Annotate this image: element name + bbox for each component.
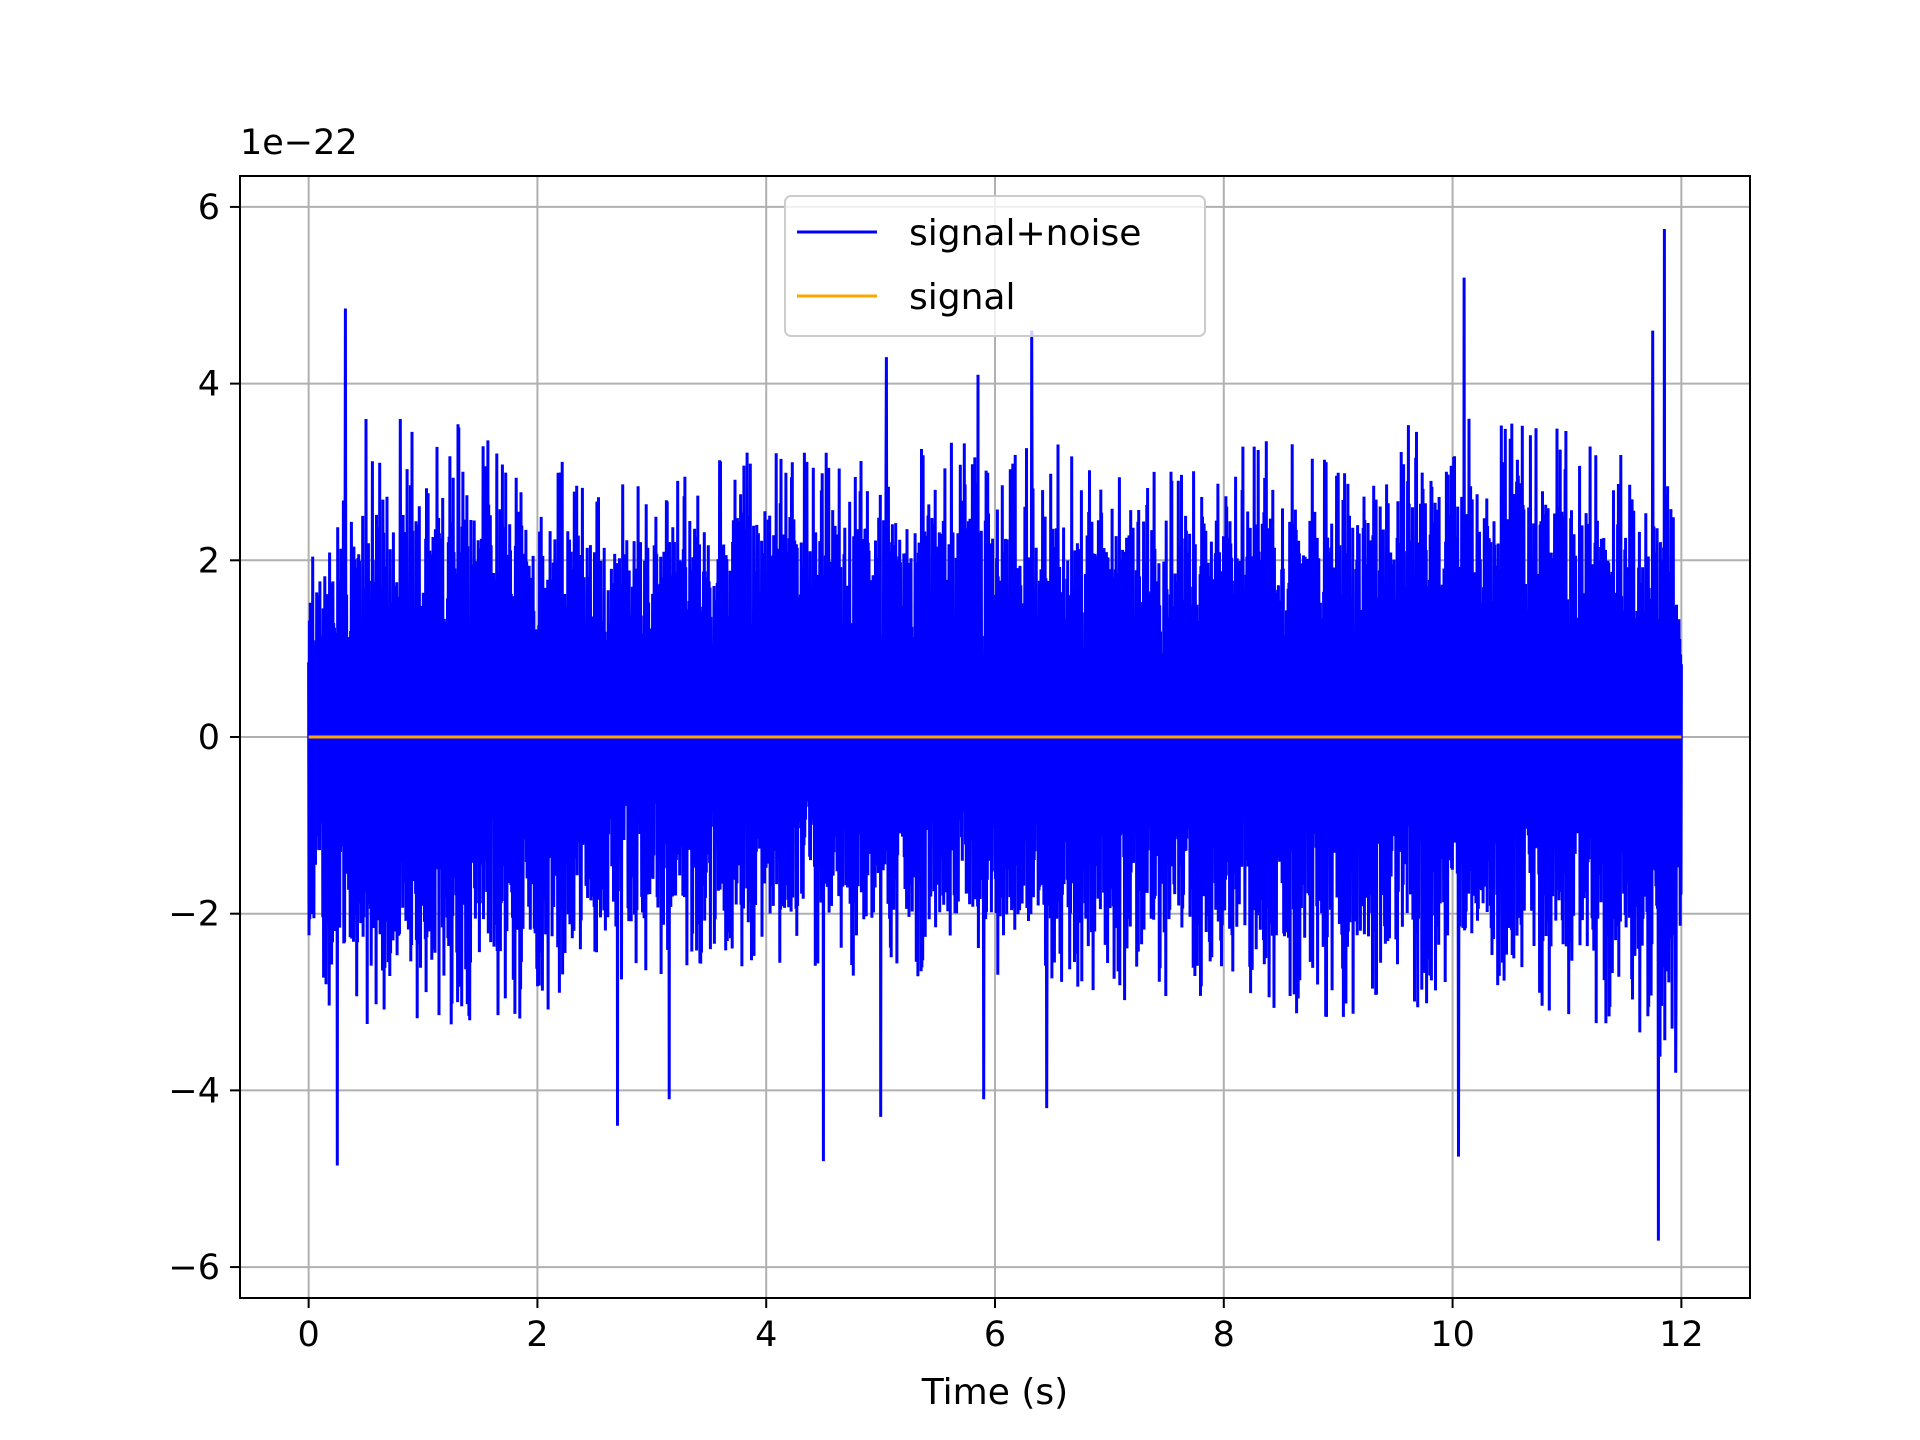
x-tick-label: 6 xyxy=(984,1315,1006,1355)
y-tick-label: −4 xyxy=(168,1071,220,1111)
y-tick-label: 2 xyxy=(198,541,220,581)
series-line-signal-noise xyxy=(307,228,1683,1241)
x-tick-label: 12 xyxy=(1659,1315,1704,1355)
legend: signal+noise signal xyxy=(784,195,1206,337)
y-tick-label: −6 xyxy=(168,1248,220,1288)
x-tick-label: 8 xyxy=(1213,1315,1235,1355)
x-axis-ticks: 0 2 4 6 8 10 12 xyxy=(297,1298,1704,1355)
x-tick-label: 4 xyxy=(755,1315,777,1355)
x-tick-label: 0 xyxy=(297,1315,319,1355)
y-tick-label: 0 xyxy=(198,718,220,758)
y-axis-ticks: −6 −4 −2 0 2 4 6 xyxy=(168,188,240,1288)
y-tick-label: 6 xyxy=(198,188,220,228)
plot-series xyxy=(307,228,1683,1241)
y-tick-label: 4 xyxy=(198,365,220,405)
x-axis-label: Time (s) xyxy=(921,1372,1068,1413)
legend-box xyxy=(784,195,1206,337)
legend-label-signal-noise: signal+noise xyxy=(909,213,1141,254)
legend-label-signal: signal xyxy=(909,277,1016,318)
y-axis-offset-label: 1e−22 xyxy=(240,123,358,163)
y-tick-label: −2 xyxy=(168,895,220,935)
x-tick-label: 10 xyxy=(1430,1315,1475,1355)
x-tick-label: 2 xyxy=(526,1315,548,1355)
